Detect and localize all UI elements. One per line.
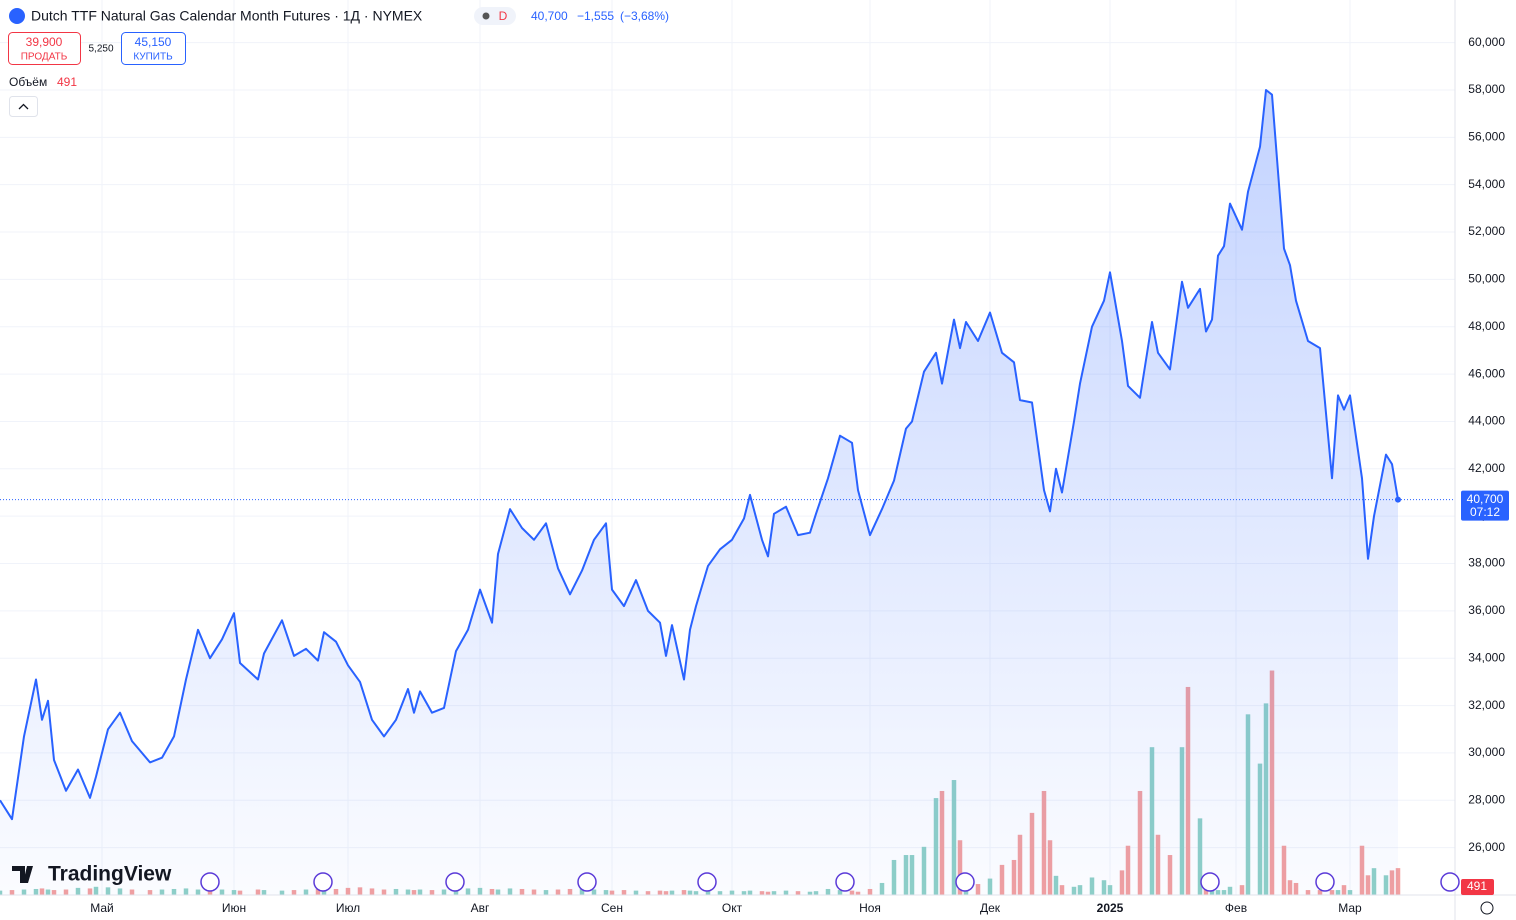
symbol-title: Dutch TTF Natural Gas Calendar Month Fut… bbox=[31, 8, 423, 24]
price-line bbox=[0, 89, 1399, 821]
volume-tag bbox=[1461, 879, 1494, 895]
price-area bbox=[0, 90, 1398, 895]
status-badge: D bbox=[499, 9, 508, 23]
y-tick-label: 54,000 bbox=[1468, 177, 1505, 191]
buy-label: КУПИТЬ bbox=[133, 52, 173, 63]
x-tick-label: Окт bbox=[722, 901, 743, 915]
event-marker[interactable] bbox=[697, 872, 717, 892]
event-marker[interactable] bbox=[1200, 872, 1220, 892]
price-line bbox=[0, 89, 1455, 895]
logo-text: TradingView bbox=[48, 863, 172, 886]
event-markers bbox=[200, 872, 1460, 892]
y-tick-label: 44,000 bbox=[1468, 414, 1505, 428]
x-tick-label: Сен bbox=[601, 901, 623, 915]
y-tick-label: 46,000 bbox=[1468, 366, 1505, 380]
last-price-label: 40,700 bbox=[1467, 492, 1504, 506]
volume-tag-label: 491 bbox=[1467, 879, 1487, 893]
event-marker[interactable] bbox=[835, 872, 855, 892]
event-marker[interactable] bbox=[1315, 872, 1335, 892]
x-tick-label: Июн bbox=[222, 901, 246, 915]
spread: 5,250 bbox=[88, 44, 113, 55]
y-tick-label: 36,000 bbox=[1468, 603, 1505, 617]
y-tick-label: 48,000 bbox=[1468, 319, 1505, 333]
x-tick-label: 2025 bbox=[1097, 901, 1124, 915]
status-pill bbox=[474, 7, 516, 25]
x-tick-label: Дек bbox=[980, 901, 1001, 915]
event-marker[interactable] bbox=[200, 872, 220, 892]
collapse-icon bbox=[18, 103, 29, 110]
y-tick-label: 52,000 bbox=[1468, 224, 1505, 238]
y-tick-label: 60,000 bbox=[1468, 35, 1505, 49]
price-change-pct: (−3,68%) bbox=[620, 9, 669, 23]
sell-label: ПРОДАТЬ bbox=[21, 52, 68, 63]
sell-button[interactable] bbox=[8, 32, 81, 65]
event-marker[interactable] bbox=[313, 872, 333, 892]
collapse-button[interactable] bbox=[9, 96, 38, 117]
y-tick-label: 30,000 bbox=[1468, 745, 1505, 759]
countdown-label: 07:12 bbox=[1470, 505, 1500, 519]
buy-button[interactable] bbox=[121, 32, 186, 65]
axes: 26,000 28,000 30,000 32,000 34,000 36,000 38,0… bbox=[90, 35, 1509, 915]
price-change: −1,555 bbox=[577, 9, 614, 23]
y-tick-label: 50,000 bbox=[1468, 272, 1505, 286]
volume-value: 491 bbox=[57, 75, 77, 89]
y-tick-label: 42,000 bbox=[1468, 461, 1505, 475]
y-tick-label: 38,000 bbox=[1468, 556, 1505, 570]
x-tick-label: Июл bbox=[336, 901, 360, 915]
y-tick-label: 56,000 bbox=[1468, 129, 1505, 143]
event-marker[interactable] bbox=[1440, 872, 1460, 892]
x-tick-label: Фев bbox=[1225, 901, 1247, 915]
event-marker[interactable] bbox=[955, 872, 975, 892]
last-price-tag bbox=[1461, 490, 1509, 521]
x-tick-label: Мар bbox=[1338, 901, 1362, 915]
event-marker[interactable] bbox=[445, 872, 465, 892]
x-tick-label: Авг bbox=[471, 901, 490, 915]
sell-price: 39,900 bbox=[26, 35, 63, 49]
symbol-icon bbox=[9, 8, 25, 24]
event-marker[interactable] bbox=[577, 872, 597, 892]
y-tick-label: 58,000 bbox=[1468, 82, 1505, 96]
y-tick-label: 32,000 bbox=[1468, 698, 1505, 712]
last-price: 40,700 bbox=[531, 9, 568, 23]
y-tick-label: 28,000 bbox=[1468, 792, 1505, 806]
y-tick-label: 26,000 bbox=[1468, 840, 1505, 854]
x-tick-label: Ноя bbox=[859, 901, 881, 915]
settings-icon[interactable] bbox=[1480, 901, 1494, 915]
buy-price: 45,150 bbox=[135, 35, 172, 49]
y-tick-label: 34,000 bbox=[1468, 650, 1505, 664]
logo-mark bbox=[12, 866, 33, 883]
status-dot bbox=[482, 12, 490, 20]
x-tick-label: Май bbox=[90, 901, 114, 915]
volume-label: Объём bbox=[9, 75, 47, 89]
